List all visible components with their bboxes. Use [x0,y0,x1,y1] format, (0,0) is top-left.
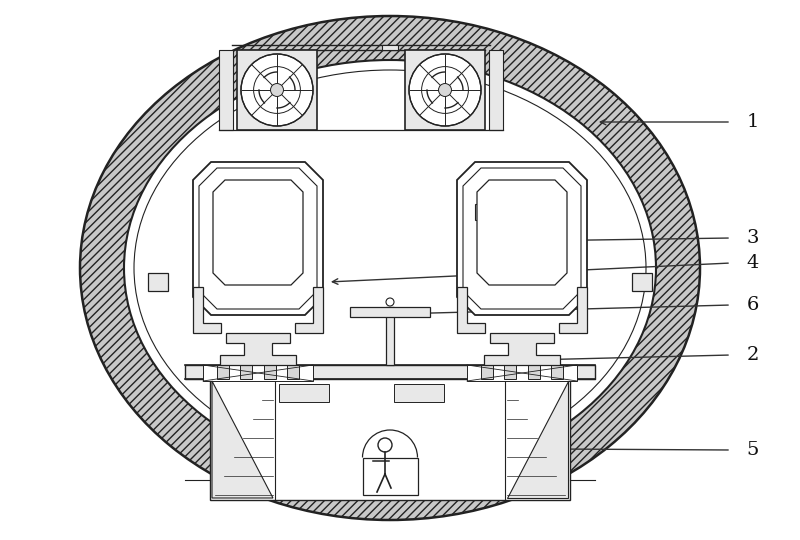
Bar [632,273,652,291]
Bar [240,365,252,379]
Bar [405,50,485,130]
Text: 5: 5 [747,441,759,459]
Bar [279,384,329,402]
Bar [219,50,233,130]
Polygon shape [477,180,567,285]
Text: 4: 4 [747,254,759,272]
Circle shape [409,54,481,126]
Bar [210,379,570,500]
Bar [362,457,418,495]
Bar [382,45,398,50]
Polygon shape [507,381,568,498]
Bar [528,365,540,379]
Text: 1: 1 [747,113,759,131]
Polygon shape [193,287,221,333]
Polygon shape [457,162,587,315]
Bar [215,192,235,208]
Bar [467,365,577,381]
Bar [350,307,430,317]
Bar [489,50,503,130]
Circle shape [241,54,313,126]
Polygon shape [559,287,587,333]
Text: 6: 6 [747,296,759,314]
Polygon shape [212,381,273,498]
Text: 3: 3 [746,229,759,247]
Polygon shape [213,180,303,285]
Polygon shape [484,333,560,365]
Polygon shape [295,287,323,333]
Bar [394,384,443,402]
Circle shape [386,298,394,306]
Bar [264,365,276,379]
Bar [185,365,595,379]
Bar [203,365,313,381]
Ellipse shape [124,60,656,476]
Bar [232,204,250,220]
Circle shape [270,84,283,97]
Circle shape [438,84,451,97]
Polygon shape [457,287,485,333]
Bar [481,365,493,379]
Bar [217,365,229,379]
Bar [540,192,560,208]
Bar [386,307,394,365]
Bar [504,365,516,379]
Polygon shape [193,162,323,315]
Text: 2: 2 [747,346,759,364]
Bar [148,273,168,291]
Bar [237,50,317,130]
Bar [287,365,299,379]
Bar [475,204,493,220]
Bar [551,365,563,379]
Ellipse shape [80,16,700,520]
Polygon shape [220,333,296,365]
